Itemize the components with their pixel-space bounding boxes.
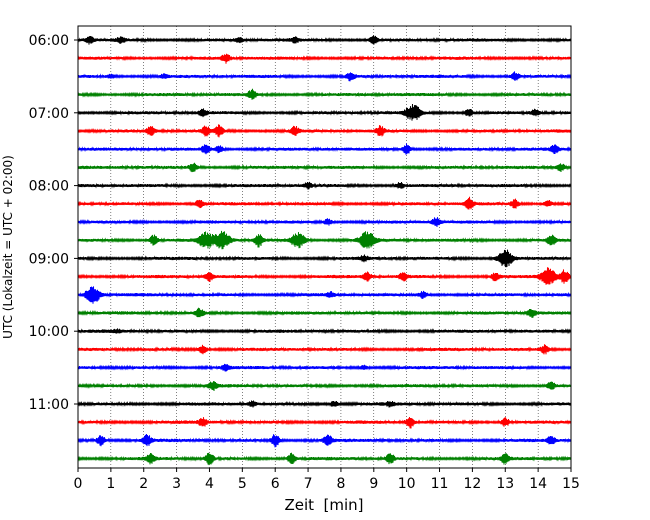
seismic-traces	[77, 35, 572, 466]
trace-1015	[77, 344, 572, 355]
y-tick-label: 10:00	[29, 324, 69, 340]
trace-1030	[77, 363, 572, 372]
trace-1100	[77, 400, 572, 408]
trace-0745	[77, 162, 572, 173]
trace-1130	[77, 433, 572, 448]
trace-0815	[77, 196, 572, 210]
x-tick-label: 7	[304, 476, 313, 492]
x-tick-label: 12	[463, 476, 481, 492]
y-tick-label: 08:00	[29, 179, 69, 195]
x-tick-label: 11	[431, 476, 449, 492]
x-tick-label: 6	[271, 476, 280, 492]
x-tick-label: 8	[336, 476, 345, 492]
y-axis-ticks: 06:00 07:00 08:00 09:00 10:00 11:00	[29, 33, 78, 413]
trace-0845	[77, 230, 572, 250]
x-tick-label: 0	[74, 476, 83, 492]
x-tick-label: 14	[529, 476, 547, 492]
trace-0800	[77, 181, 572, 190]
trace-0900	[77, 249, 572, 268]
x-axis-label: Zeit [min]	[284, 496, 363, 514]
trace-1045	[77, 381, 572, 391]
plot-frame	[77, 25, 572, 469]
trace-0700	[77, 103, 572, 121]
x-tick-label: 10	[398, 476, 416, 492]
y-tick-label: 11:00	[29, 397, 69, 413]
trace-0645	[77, 88, 572, 100]
trace-0945	[77, 307, 572, 318]
x-tick-label: 4	[205, 476, 214, 492]
y-tick-label: 09:00	[29, 251, 69, 267]
x-tick-label: 9	[369, 476, 378, 492]
y-tick-label: 06:00	[29, 33, 69, 49]
trace-0600	[77, 35, 572, 45]
x-tick-label: 3	[172, 476, 181, 492]
x-tick-label: 5	[238, 476, 247, 492]
trace-1115	[77, 416, 572, 429]
trace-0630	[77, 71, 572, 82]
trace-0730	[77, 143, 572, 155]
trace-0615	[77, 53, 572, 64]
trace-0915	[77, 267, 572, 285]
trace-1145	[77, 452, 572, 466]
trace-0930	[77, 286, 572, 304]
trace-0715	[77, 124, 572, 138]
x-tick-label: 2	[139, 476, 148, 492]
y-tick-label: 07:00	[29, 106, 69, 122]
trace-0830	[77, 217, 572, 227]
x-tick-label: 1	[106, 476, 115, 492]
x-axis-ticks: 0 1 2 3 4 5 6 7 8 9 10 11 12 13 14 15	[74, 468, 580, 492]
x-tick-label: 13	[496, 476, 514, 492]
trace-1000	[77, 328, 572, 335]
y-axis-label: UTC (Lokalzeit = UTC + 02:00)	[1, 155, 15, 339]
x-tick-label: 15	[562, 476, 580, 492]
